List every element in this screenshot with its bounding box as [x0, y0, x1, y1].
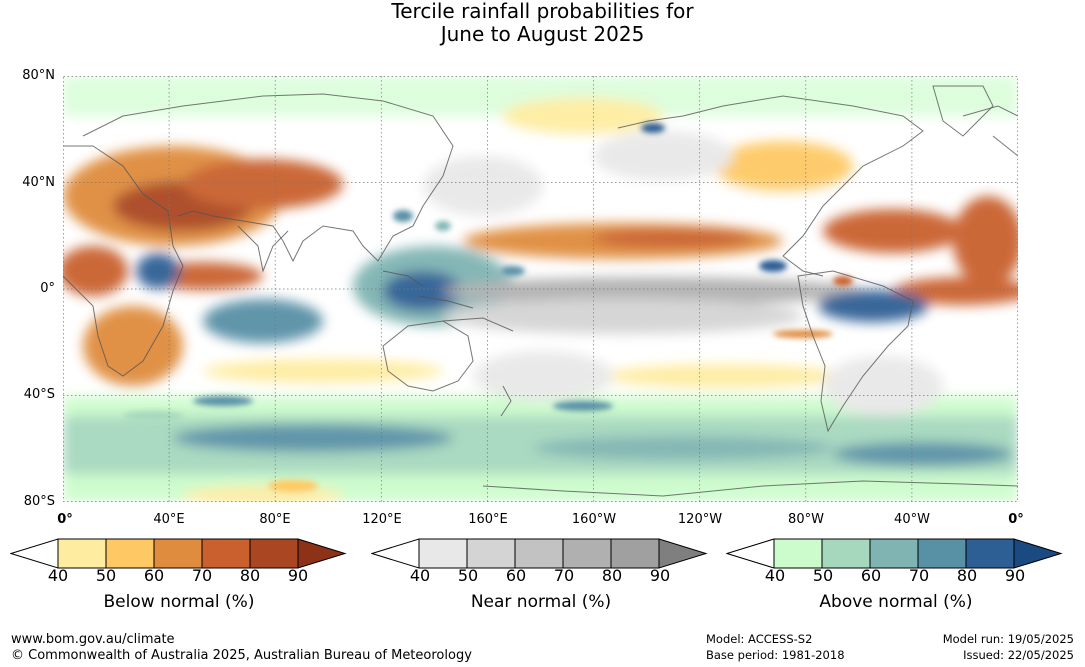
cbar-tick: 80	[239, 566, 261, 585]
cbar-tick: 40	[764, 566, 786, 585]
colorbar-segment	[466, 538, 516, 569]
cbar-tick: 70	[553, 566, 575, 585]
cbar-tick: 70	[191, 566, 213, 585]
colorbar-min-extension	[726, 538, 775, 569]
lon-label-120e: 120°E	[362, 512, 402, 527]
colorbar-segment	[821, 538, 871, 569]
colorbar-segment	[201, 538, 251, 569]
colorbar-near-normal	[371, 538, 708, 569]
footer-website: www.bom.gov.au/climate	[11, 632, 175, 647]
colorbar-caption-below: Below normal (%)	[103, 592, 255, 612]
colorbar-min-extension	[371, 538, 420, 569]
footer-base-period: Base period: 1981-2018	[706, 648, 845, 662]
lat-label-80n: 80°N	[22, 68, 55, 83]
colorbar-segment	[153, 538, 203, 569]
lat-label-40n: 40°N	[22, 175, 55, 190]
cbar-tick: 60	[143, 566, 165, 585]
colorbar-segment	[610, 538, 660, 569]
cbar-tick: 40	[47, 566, 69, 585]
cbar-tick: 70	[908, 566, 930, 585]
cbar-tick: 50	[812, 566, 834, 585]
lon-label-160e: 160°E	[468, 512, 508, 527]
lon-label-0-right: 0°	[1008, 512, 1024, 527]
cbar-tick: 80	[601, 566, 623, 585]
colorbar-segment	[514, 538, 564, 569]
colorbar-max-extension	[297, 538, 347, 569]
colorbar-segment	[965, 538, 1015, 569]
colorbar-max-extension	[1013, 538, 1063, 569]
footer-issued: Issued: 22/05/2025	[963, 648, 1074, 662]
colorbar-segment	[105, 538, 155, 569]
colorbar-min-extension	[10, 538, 59, 569]
colorbar-caption-above: Above normal (%)	[819, 592, 973, 612]
colorbar-below-normal	[10, 538, 347, 569]
lat-label-equator: 0°	[40, 281, 55, 296]
footer-model: Model: ACCESS-S2	[706, 632, 813, 646]
lon-label-0-left: 0°	[57, 512, 73, 527]
colorbar-above-normal	[726, 538, 1063, 569]
colorbar-segment	[562, 538, 612, 569]
cbar-tick: 50	[457, 566, 479, 585]
map-title: Tercile rainfall probabilities for June …	[0, 0, 1085, 46]
title-line-2: June to August 2025	[440, 22, 645, 46]
lon-label-40e: 40°E	[153, 512, 185, 527]
cbar-tick: 60	[860, 566, 882, 585]
lon-label-160w: 160°W	[571, 512, 617, 527]
cbar-tick: 50	[95, 566, 117, 585]
lat-label-80s: 80°S	[23, 494, 55, 509]
colorbar-max-extension	[658, 538, 708, 569]
cbar-tick: 40	[409, 566, 431, 585]
colorbar-segment	[917, 538, 967, 569]
cbar-tick: 90	[287, 566, 309, 585]
colorbar-segment	[249, 538, 299, 569]
colorbar-caption-near: Near normal (%)	[470, 592, 612, 612]
lon-label-40w: 40°W	[894, 512, 930, 527]
colorbar-segment	[773, 538, 823, 569]
title-line-1: Tercile rainfall probabilities for	[391, 0, 694, 23]
cbar-tick: 90	[649, 566, 671, 585]
cbar-tick: 90	[1004, 566, 1026, 585]
colorbar-segment	[869, 538, 919, 569]
footer-copyright: © Commonwealth of Australia 2025, Austra…	[11, 648, 472, 663]
cbar-tick: 60	[505, 566, 527, 585]
rainfall-probability-map	[63, 76, 1018, 502]
lon-label-120w: 120°W	[677, 512, 723, 527]
lon-label-80e: 80°E	[259, 512, 291, 527]
footer-model-run: Model run: 19/05/2025	[942, 632, 1074, 646]
lat-label-40s: 40°S	[23, 387, 55, 402]
colorbar-segment	[57, 538, 107, 569]
cbar-tick: 80	[956, 566, 978, 585]
lon-label-80w: 80°W	[788, 512, 824, 527]
colorbar-segment	[418, 538, 468, 569]
